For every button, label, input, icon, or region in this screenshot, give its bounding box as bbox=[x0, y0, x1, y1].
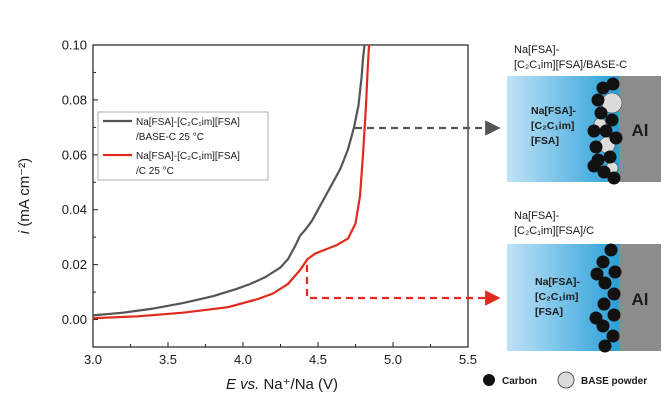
carbon-particle bbox=[587, 124, 601, 138]
legend-label-c-line1: Na[FSA]-[C₂C₁im][FSA] bbox=[136, 151, 240, 162]
carbon-particle bbox=[597, 165, 611, 179]
legend-label-base-c-line1: Na[FSA]-[C₂C₁im][FSA] bbox=[136, 117, 240, 128]
legend-box bbox=[97, 111, 269, 181]
carbon-particle bbox=[597, 297, 611, 311]
carbon-particle bbox=[596, 81, 610, 95]
x-axis-label: E vs. Na⁺/Na (V) bbox=[226, 376, 338, 393]
carbon-particle bbox=[589, 140, 603, 154]
legend-label-base-c-line2: /BASE-C 25 °C bbox=[136, 132, 204, 143]
carbon-particle bbox=[599, 124, 613, 138]
carbon-particle bbox=[596, 255, 610, 269]
aluminium-label-bottom: Al bbox=[632, 290, 649, 309]
aluminium-electrode-top bbox=[619, 76, 661, 182]
base-powder-legend-marker bbox=[557, 371, 575, 389]
y-axis-ticks: 0.00 0.02 0.04 0.06 0.08 0.10 bbox=[62, 38, 98, 327]
schematic-base-c-title-line2: [C₂C₁im][FSA]/BASE-C bbox=[514, 59, 627, 71]
schematic-c-title-line1: Na[FSA]- bbox=[514, 210, 560, 222]
electrolyte-label-bottom-line3: [FSA] bbox=[535, 306, 563, 318]
carbon-legend-label: Carbon bbox=[502, 376, 537, 387]
carbon-particle bbox=[590, 267, 604, 281]
x-tick-label: 5.5 bbox=[459, 352, 477, 367]
x-tick-label: 4.0 bbox=[234, 352, 252, 367]
electrolyte-label-bottom-line1: Na[FSA]- bbox=[535, 276, 580, 288]
carbon-particle bbox=[609, 131, 623, 145]
particle-legend: Carbon BASE powder bbox=[483, 371, 647, 389]
carbon-particle bbox=[598, 276, 612, 290]
schematic-c-title-line2: [C₂C₁im][FSA]/C bbox=[514, 225, 594, 237]
carbon-particle bbox=[589, 311, 603, 325]
x-tick-label: 3.0 bbox=[84, 352, 102, 367]
carbon-particle bbox=[607, 287, 621, 301]
carbon-particle bbox=[605, 113, 619, 127]
electrolyte-label-top-line1: Na[FSA]- bbox=[531, 105, 576, 117]
arrow-to-c-schematic bbox=[305, 265, 501, 306]
electrolyte-label-top-line3: [FSA] bbox=[531, 135, 559, 147]
carbon-particle bbox=[591, 93, 605, 107]
y-tick-label: 0.08 bbox=[62, 92, 87, 107]
carbon-particle bbox=[594, 106, 608, 120]
schematic-c: Na[FSA]- [C₂C₁im][FSA]/C Na[FSA]- [C₂C₁i… bbox=[507, 210, 661, 353]
y-tick-label: 0.04 bbox=[62, 202, 87, 217]
aluminium-label-top: Al bbox=[632, 121, 649, 140]
series-layer bbox=[93, 45, 371, 320]
plot-area bbox=[92, 44, 469, 348]
carbon-particle bbox=[587, 159, 601, 173]
carbon-particle bbox=[606, 77, 620, 91]
carbon-particle bbox=[598, 339, 612, 353]
x-tick-label: 4.5 bbox=[309, 352, 327, 367]
base-powder-legend-label: BASE powder bbox=[581, 376, 647, 387]
schematic-base-c: Na[FSA]- [C₂C₁im][FSA]/BASE-C Na[FSA]- [… bbox=[507, 44, 661, 185]
legend: Na[FSA]-[C₂C₁im][FSA] /BASE-C 25 °C Na[F… bbox=[97, 111, 269, 181]
x-axis-ticks: 3.0 3.5 4.0 4.5 5.0 5.5 bbox=[84, 342, 477, 367]
carbon-particle bbox=[606, 329, 620, 343]
particle-layer-bottom bbox=[589, 243, 622, 353]
y-tick-label: 0.06 bbox=[62, 147, 87, 162]
series-line-base-c bbox=[93, 45, 366, 317]
electrolyte-label-bottom-line2: [C₂C₁im] bbox=[535, 291, 578, 303]
carbon-particle bbox=[603, 150, 617, 164]
carbon-particle bbox=[607, 171, 621, 185]
y-tick-label: 0.00 bbox=[62, 312, 87, 327]
y-axis-label: i (mA cm⁻²) bbox=[16, 158, 33, 234]
carbon-particle bbox=[608, 265, 622, 279]
y-tick-label: 0.02 bbox=[62, 257, 87, 272]
x-tick-label: 5.0 bbox=[384, 352, 402, 367]
aluminium-electrode-bottom bbox=[619, 244, 661, 351]
series-line-c bbox=[93, 45, 371, 320]
electrolyte-label-top-line2: [C₂C₁im] bbox=[531, 120, 574, 132]
schematic-base-c-title-line1: Na[FSA]- bbox=[514, 44, 560, 56]
legend-label-c-line2: /C 25 °C bbox=[136, 166, 174, 177]
y-tick-label: 0.10 bbox=[62, 38, 87, 53]
x-tick-label: 3.5 bbox=[159, 352, 177, 367]
carbon-particle bbox=[607, 308, 621, 322]
particle-layer-top bbox=[587, 77, 623, 185]
carbon-legend-marker bbox=[483, 374, 495, 386]
carbon-particle bbox=[604, 243, 618, 257]
